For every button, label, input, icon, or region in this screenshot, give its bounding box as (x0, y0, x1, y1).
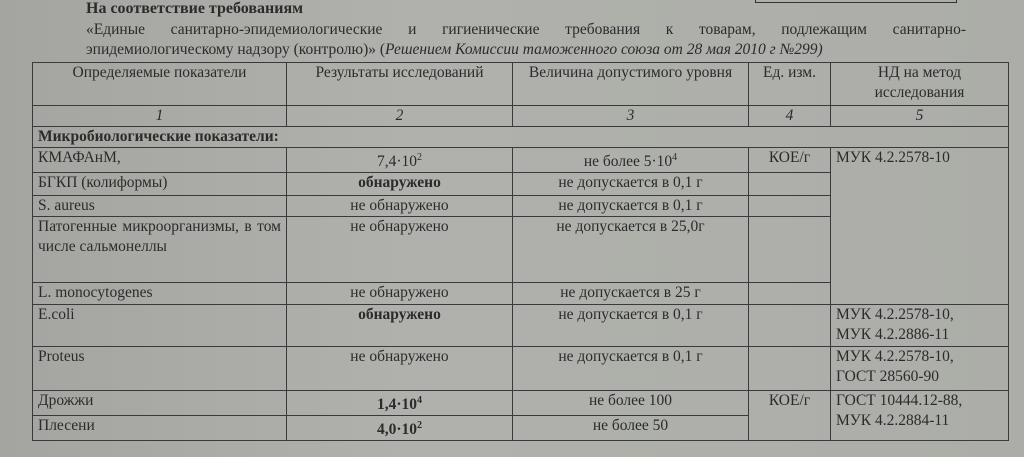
indicator-name: E.coli (32, 304, 287, 348)
unit-value: КОЕ/г (748, 390, 831, 442)
indicator-name: БГКП (колиформы) (32, 172, 287, 197)
indicator-name: Патогенные микроорганизмы, в том числе с… (32, 216, 287, 284)
result-exponent: 4 (417, 395, 423, 407)
table-row: L. monocytogenes не обнаружено не допуск… (32, 282, 1009, 306)
unit-cell (748, 172, 831, 197)
result-base: 4,0·10 (376, 421, 418, 439)
table-row: Proteus не обнаружено не допускается в 0… (32, 346, 1009, 392)
requirements-heading: На соответствие требованиям (86, 0, 303, 17)
col-number: 2 (286, 105, 513, 127)
limit-value: не более 50 (512, 415, 749, 442)
unit-cell (748, 216, 831, 284)
table-row: Дрожжи 1,4·104 не более 100 КОЕ/г ГОСТ 1… (32, 390, 1009, 442)
limit-value: не допускается в 0,1 г (512, 172, 749, 197)
col-header-indicator: Определяемые показатели (32, 62, 287, 106)
col-number: 4 (748, 105, 831, 127)
stamp-box-edge (755, 0, 957, 3)
unit-cell (748, 304, 831, 348)
method-value: МУК 4.2.2578-10, ГОСТ 28560-90 (830, 346, 1009, 392)
result-value: не обнаружено (286, 282, 513, 306)
method-line: МУК 4.2.2884-11 (836, 412, 950, 430)
col-header-limit: Величина допустимого уровня (512, 62, 749, 106)
requirements-text-italic: Решением Комиссии таможенного союза от 2… (385, 41, 823, 58)
column-number-row: 1 2 3 4 5 (32, 105, 1009, 127)
unit-cell (748, 282, 831, 306)
table-header-row: Определяемые показатели Результаты иссле… (32, 62, 1009, 106)
results-table: Определяемые показатели Результаты иссле… (32, 62, 1009, 442)
table-row: КМАФАнМ, 7,4·102 не более 5·104 КОЕ/г МУ… (32, 146, 1009, 306)
limit-value: не допускается в 25,0г (512, 216, 749, 284)
col-number: 1 (32, 105, 287, 127)
indicator-name: Дрожжи (32, 390, 287, 417)
method-value: ГОСТ 10444.12-88, МУК 4.2.2884-11 (830, 390, 1009, 442)
unit-cell (748, 195, 831, 218)
method-line: МУК 4.2.2578-10, (836, 348, 954, 366)
unit-cell (748, 346, 831, 392)
method-line: МУК 4.2.2886-11 (836, 326, 950, 344)
limit-value: не допускается в 0,1 г (512, 346, 749, 392)
indicator-name: КМАФАнМ, (32, 146, 287, 174)
result-value: не обнаружено (286, 216, 513, 284)
indicator-name: Плесени (32, 415, 287, 442)
limit-value: не более 5·104 (512, 146, 749, 174)
col-number: 3 (512, 105, 749, 127)
limit-value: не более 100 (512, 390, 749, 417)
col-header-unit: Ед. изм. (748, 62, 831, 106)
limit-value: не допускается в 0,1 г (512, 304, 749, 348)
indicator-name: L. monocytogenes (32, 282, 287, 306)
result-exponent: 2 (417, 420, 423, 432)
col-number: 5 (830, 105, 1009, 127)
result-value: не обнаружено (286, 346, 513, 392)
result-value: 4,0·102 (286, 415, 513, 442)
result-base: 1,4·10 (376, 396, 418, 414)
requirements-text-line1: «Единые санитарно-эпидемиологические и г… (86, 21, 966, 38)
method-value: МУК 4.2.2578-10, МУК 4.2.2886-11 (830, 304, 1009, 348)
limit-exponent: 4 (672, 152, 678, 163)
indicator-name: S. aureus (32, 195, 287, 218)
table-row: S. aureus не обнаружено не допускается в… (32, 195, 1009, 218)
table-row: Патогенные микроорганизмы, в том числе с… (32, 216, 1009, 284)
requirements-text-plain: эпидемиологическому надзору (контролю)» … (86, 41, 386, 58)
section-title: Микробиологические показатели: (32, 126, 1009, 148)
result-value: 7,4·102 (286, 146, 513, 174)
method-line: ГОСТ 28560-90 (836, 368, 940, 386)
limit-value: не допускается в 25 г (512, 282, 749, 306)
col-header-method: НД на метод исследования (830, 62, 1009, 106)
result-value: обнаружено (286, 172, 513, 197)
unit-value: КОЕ/г (748, 146, 831, 174)
result-exponent: 2 (417, 152, 423, 163)
result-base: 7,4·10 (376, 153, 418, 171)
method-line: МУК 4.2.2578-10, (836, 306, 954, 324)
limit-value: не допускается в 0,1 г (512, 195, 749, 218)
table-row: БГКП (колиформы) обнаружено не допускает… (32, 172, 1009, 197)
result-value: не обнаружено (286, 195, 513, 218)
result-value: 1,4·104 (286, 390, 513, 417)
method-line: ГОСТ 10444.12-88, (836, 392, 963, 410)
section-row: Микробиологические показатели: (32, 126, 1009, 148)
result-value: обнаружено (286, 304, 513, 348)
table-row: E.coli обнаружено не допускается в 0,1 г… (32, 304, 1009, 348)
requirements-text-line2: эпидемиологическому надзору (контролю)» … (86, 41, 823, 59)
table-row: Плесени 4,0·102 не более 50 (32, 415, 1009, 442)
limit-base: не более 5·10 (583, 153, 673, 171)
indicator-name: Proteus (32, 346, 287, 392)
col-header-result: Результаты исследований (286, 62, 513, 106)
method-value: МУК 4.2.2578-10 (830, 146, 1009, 306)
